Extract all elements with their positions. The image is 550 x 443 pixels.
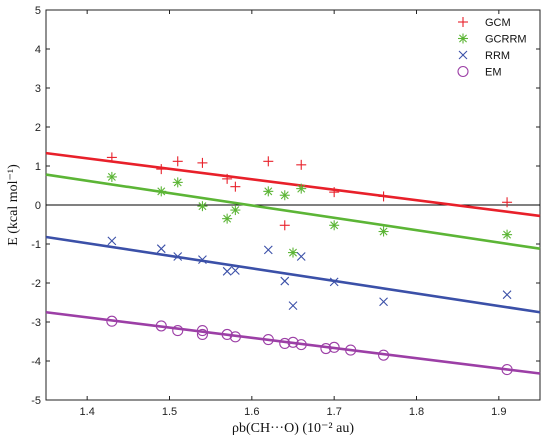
fit-line-gcrrm (45, 173, 541, 250)
y-tick-label: -5 (31, 395, 41, 407)
point-em (287, 336, 299, 348)
point-em (229, 331, 241, 343)
point-gcrrm (222, 213, 233, 224)
point-em (155, 320, 167, 332)
point-gcm (263, 156, 274, 167)
legend-marker-rrm (458, 50, 468, 60)
legend-marker-gcm (458, 17, 468, 27)
y-tick-label: -3 (31, 317, 41, 329)
fit-lines (45, 151, 541, 375)
y-tick-label: -1 (31, 239, 41, 251)
point-em (279, 337, 291, 350)
legend-label: GCM (485, 17, 511, 29)
point-rrm (156, 244, 166, 254)
point-em (262, 333, 274, 346)
y-tick-label: 4 (35, 44, 41, 56)
point-rrm (230, 266, 240, 275)
point-gcrrm (106, 171, 117, 182)
point-em (172, 325, 184, 337)
x-tick-label: 1.9 (491, 406, 506, 418)
x-tick-label: 1.5 (162, 406, 177, 418)
x-tick-label: 1.6 (244, 406, 259, 418)
legend: GCM GCRRM RRM EM (457, 17, 527, 79)
point-gcm (329, 187, 340, 198)
data-points (106, 152, 513, 376)
point-gcrrm (156, 186, 167, 197)
point-gcm (502, 197, 513, 208)
point-rrm (502, 290, 512, 300)
point-gcrrm (230, 205, 241, 216)
x-tick-label: 1.8 (409, 406, 424, 418)
point-em (221, 328, 233, 341)
legend-marker-gcrrm (458, 33, 468, 44)
point-gcrrm (279, 190, 290, 201)
point-rrm (263, 245, 273, 255)
y-tick-label: -4 (31, 356, 41, 368)
point-gcm (172, 156, 183, 167)
y-tick-label: -2 (31, 278, 41, 290)
fit-line-em (45, 310, 541, 375)
point-em (196, 325, 208, 337)
fit-line-rrm (45, 235, 541, 314)
point-gcm (230, 181, 241, 192)
point-em (328, 341, 340, 353)
ticks: 1.4 1.5 1.6 1.7 1.8 1.9 -5 -4 -3 -2 -1 0 1 2 3 4 5 (31, 5, 540, 418)
point-rrm (173, 252, 183, 261)
y-axis-label: E (kcal mol⁻¹) (6, 164, 21, 246)
point-gcm (279, 220, 290, 231)
point-rrm (107, 236, 117, 246)
point-gcrrm (197, 201, 208, 212)
point-rrm (379, 297, 388, 307)
y-tick-label: 3 (35, 83, 41, 95)
point-rrm (222, 266, 232, 276)
point-rrm (296, 252, 306, 261)
point-rrm (288, 301, 298, 311)
y-tick-label: 0 (35, 200, 41, 212)
point-rrm (329, 277, 339, 287)
y-tick-label: 5 (35, 5, 41, 17)
x-tick-label: 1.7 (327, 406, 342, 418)
x-tick-label: 1.4 (80, 406, 95, 418)
point-gcm (197, 157, 208, 168)
legend-label: RRM (485, 50, 510, 62)
legend-marker-em (457, 65, 469, 78)
point-em (378, 349, 390, 361)
point-gcm (156, 164, 167, 175)
point-gcrrm (378, 226, 389, 237)
point-gcrrm (502, 229, 513, 240)
legend-label: GCRRM (485, 34, 527, 46)
legend-label: EM (485, 67, 502, 79)
point-em (196, 328, 208, 341)
point-gcm (106, 152, 117, 163)
point-em (295, 339, 307, 351)
x-axis-label: ρb(CH···O) (10⁻² au) (232, 421, 354, 436)
point-gcrrm (296, 183, 307, 194)
point-em (106, 315, 118, 327)
y-tick-label: 2 (35, 122, 41, 134)
point-gcm (222, 173, 233, 184)
point-rrm (198, 255, 207, 264)
point-rrm (280, 276, 290, 286)
point-em (345, 344, 357, 356)
point-gcm (296, 159, 307, 170)
point-gcrrm (288, 247, 298, 258)
point-em (501, 364, 513, 376)
point-gcrrm (329, 220, 340, 231)
point-gcrrm (263, 186, 274, 197)
point-gcrrm (172, 177, 183, 188)
point-em (320, 342, 332, 355)
point-gcm (378, 191, 389, 202)
fit-line-gcm (45, 151, 541, 218)
y-tick-label: 1 (35, 161, 41, 173)
